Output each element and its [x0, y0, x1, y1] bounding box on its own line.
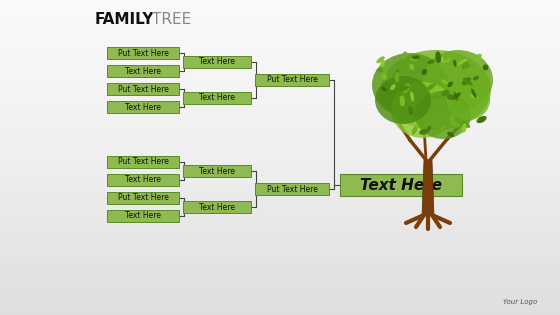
Ellipse shape: [394, 69, 399, 79]
Ellipse shape: [463, 78, 473, 85]
Ellipse shape: [419, 129, 428, 135]
Text: Text Here: Text Here: [199, 167, 235, 175]
Text: Text Here: Text Here: [199, 203, 235, 211]
Text: Your Logo: Your Logo: [503, 299, 537, 305]
Ellipse shape: [457, 59, 468, 65]
Text: Text Here: Text Here: [125, 66, 161, 76]
Text: FAMILY: FAMILY: [95, 12, 155, 27]
Ellipse shape: [376, 56, 385, 63]
Text: Put Text Here: Put Text Here: [118, 193, 169, 203]
Text: Put Text Here: Put Text Here: [118, 84, 169, 94]
Ellipse shape: [447, 132, 454, 137]
FancyBboxPatch shape: [183, 56, 251, 68]
Ellipse shape: [412, 126, 418, 135]
FancyBboxPatch shape: [107, 174, 179, 186]
Ellipse shape: [444, 57, 448, 64]
FancyBboxPatch shape: [107, 156, 179, 168]
Ellipse shape: [381, 87, 387, 91]
Ellipse shape: [454, 92, 458, 101]
Ellipse shape: [410, 91, 414, 102]
Ellipse shape: [380, 59, 385, 67]
Ellipse shape: [381, 50, 491, 130]
Ellipse shape: [408, 106, 413, 115]
FancyBboxPatch shape: [107, 101, 179, 113]
Ellipse shape: [395, 72, 399, 83]
Text: Put Text Here: Put Text Here: [118, 49, 169, 58]
Ellipse shape: [384, 83, 390, 89]
Ellipse shape: [451, 92, 461, 100]
Ellipse shape: [441, 79, 450, 86]
FancyBboxPatch shape: [255, 74, 329, 86]
Ellipse shape: [474, 54, 482, 61]
Ellipse shape: [432, 95, 441, 99]
FancyBboxPatch shape: [183, 165, 251, 177]
FancyBboxPatch shape: [107, 65, 179, 77]
Ellipse shape: [446, 80, 490, 120]
Polygon shape: [422, 160, 434, 215]
Ellipse shape: [435, 51, 441, 63]
FancyBboxPatch shape: [340, 174, 462, 196]
Text: Text Here: Text Here: [125, 175, 161, 185]
Ellipse shape: [403, 83, 410, 94]
Ellipse shape: [473, 76, 479, 80]
Ellipse shape: [402, 51, 407, 59]
Ellipse shape: [463, 122, 470, 128]
Ellipse shape: [372, 53, 448, 117]
Ellipse shape: [470, 64, 478, 68]
Text: Text Here: Text Here: [125, 211, 161, 220]
Text: TREE: TREE: [152, 12, 192, 27]
Ellipse shape: [380, 64, 386, 70]
Ellipse shape: [447, 94, 455, 100]
Ellipse shape: [470, 94, 478, 99]
FancyBboxPatch shape: [107, 83, 179, 95]
Ellipse shape: [447, 81, 453, 87]
Ellipse shape: [381, 74, 387, 80]
Ellipse shape: [443, 57, 450, 64]
Ellipse shape: [427, 60, 435, 64]
FancyBboxPatch shape: [183, 92, 251, 104]
Ellipse shape: [453, 123, 461, 128]
Text: Text Here: Text Here: [360, 177, 442, 192]
Ellipse shape: [450, 115, 455, 126]
Ellipse shape: [422, 69, 427, 75]
Ellipse shape: [390, 84, 396, 90]
Ellipse shape: [427, 125, 431, 132]
Ellipse shape: [409, 64, 414, 70]
FancyBboxPatch shape: [107, 210, 179, 222]
Ellipse shape: [423, 50, 493, 110]
Text: Text Here: Text Here: [199, 58, 235, 66]
Text: Text Here: Text Here: [125, 102, 161, 112]
FancyBboxPatch shape: [183, 201, 251, 213]
FancyBboxPatch shape: [107, 47, 179, 59]
Ellipse shape: [412, 55, 419, 59]
Text: Put Text Here: Put Text Here: [267, 76, 318, 84]
Ellipse shape: [453, 60, 456, 67]
Ellipse shape: [462, 77, 471, 86]
FancyBboxPatch shape: [255, 183, 329, 195]
FancyBboxPatch shape: [107, 192, 179, 204]
Ellipse shape: [415, 91, 471, 139]
Ellipse shape: [391, 82, 455, 138]
Ellipse shape: [462, 123, 466, 133]
Ellipse shape: [376, 68, 383, 72]
Ellipse shape: [400, 95, 405, 106]
Ellipse shape: [461, 64, 470, 70]
Ellipse shape: [426, 83, 436, 91]
Ellipse shape: [441, 57, 445, 63]
Ellipse shape: [471, 89, 477, 98]
Text: Put Text Here: Put Text Here: [267, 185, 318, 193]
Ellipse shape: [483, 64, 488, 71]
Ellipse shape: [410, 58, 417, 61]
Ellipse shape: [441, 90, 450, 96]
Ellipse shape: [375, 76, 431, 124]
Ellipse shape: [461, 62, 469, 69]
Ellipse shape: [440, 125, 446, 130]
Ellipse shape: [399, 86, 409, 91]
Text: Text Here: Text Here: [199, 94, 235, 102]
Text: Put Text Here: Put Text Here: [118, 158, 169, 167]
Ellipse shape: [477, 116, 487, 123]
